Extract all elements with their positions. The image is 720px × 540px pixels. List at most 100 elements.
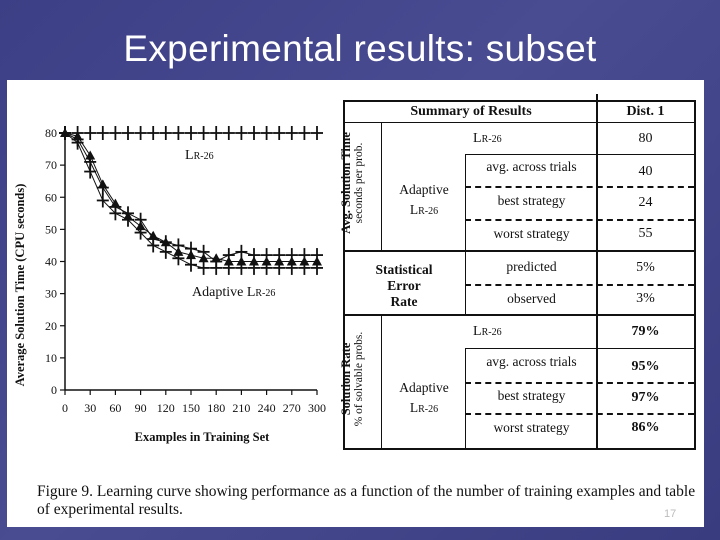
data-point-plus bbox=[311, 260, 323, 275]
data-point-plus bbox=[134, 126, 147, 140]
data-point-plus bbox=[109, 206, 122, 221]
data-point-plus bbox=[71, 135, 84, 150]
y-tick-label: 0 bbox=[51, 383, 57, 397]
data-point-plus bbox=[260, 260, 273, 275]
section-label-avg-time: Avg. Solution Time seconds per prob. bbox=[339, 132, 365, 234]
x-tick-label: 150 bbox=[182, 401, 200, 415]
y-tick-label: 60 bbox=[45, 190, 57, 204]
data-point-plus bbox=[197, 244, 210, 259]
data-point-plus bbox=[311, 126, 323, 140]
data-point-plus bbox=[134, 212, 147, 227]
table-rule bbox=[465, 154, 466, 250]
table-rule bbox=[381, 314, 382, 448]
value-predicted: 5% bbox=[636, 260, 655, 275]
data-point-plus bbox=[185, 241, 197, 256]
value-avg-lr26: 80 bbox=[638, 131, 653, 146]
data-point-plus bbox=[109, 126, 122, 140]
data-point-plus bbox=[210, 126, 223, 140]
data-point-plus bbox=[248, 126, 260, 140]
data-point-plus bbox=[159, 126, 172, 140]
group-label-adaptive-rate: Adaptive LR-26 bbox=[399, 380, 449, 415]
data-point-plus bbox=[185, 126, 197, 140]
page-number: 17 bbox=[664, 508, 677, 520]
row-label-avg-trials-rate: avg. across trials bbox=[486, 354, 577, 369]
table-rule bbox=[345, 250, 694, 252]
row-label-predicted: predicted bbox=[506, 259, 557, 274]
value-worst: 55 bbox=[638, 226, 653, 241]
x-tick-label: 300 bbox=[308, 401, 326, 415]
data-point-plus bbox=[260, 248, 273, 263]
row-label-lr26-rate: LR-26 bbox=[473, 324, 502, 339]
data-point-plus bbox=[248, 248, 260, 263]
table-rule bbox=[465, 284, 694, 286]
data-point-plus bbox=[147, 238, 160, 253]
table-rule bbox=[465, 382, 694, 384]
data-point-plus bbox=[96, 180, 109, 195]
data-point-plus bbox=[210, 260, 223, 275]
value-best: 24 bbox=[638, 195, 653, 210]
table-rule bbox=[345, 122, 694, 123]
table-rule bbox=[465, 348, 466, 448]
value-rate-lr26: 79% bbox=[631, 324, 660, 339]
data-point-plus bbox=[260, 126, 273, 140]
group-label-adaptive: Adaptive LR-26 bbox=[399, 182, 449, 217]
learning-curve-chart: 0 10 20 30 40 50 60 70 80 0 30 60 90 120 150 180 210 240 2… bbox=[13, 126, 326, 444]
table-rule bbox=[381, 122, 382, 250]
table-rule bbox=[465, 413, 694, 415]
figure-caption: Figure 9. Learning curve showing perform… bbox=[37, 483, 696, 518]
y-tick-label: 50 bbox=[45, 222, 57, 236]
data-point-plus bbox=[159, 244, 172, 259]
data-point-plus bbox=[172, 251, 185, 266]
table-rule bbox=[465, 348, 694, 349]
data-point-plus bbox=[285, 126, 298, 140]
data-point-plus bbox=[298, 126, 311, 140]
data-point-plus bbox=[273, 126, 286, 140]
results-table: Summary of Results Dist. 1 Avg. Solution… bbox=[339, 94, 696, 450]
series-2 bbox=[59, 126, 323, 269]
y-tick-label: 10 bbox=[45, 351, 57, 365]
data-point-plus bbox=[84, 126, 97, 140]
chart-series bbox=[59, 126, 323, 275]
value-observed: 3% bbox=[636, 291, 655, 306]
data-point-plus bbox=[285, 260, 298, 275]
data-point-plus bbox=[222, 248, 235, 263]
x-axis-label: Examples in Training Set bbox=[135, 430, 270, 444]
section-label-error-rate: Statistical Error Rate bbox=[375, 262, 433, 309]
data-point-plus bbox=[122, 212, 134, 227]
y-tick-label: 40 bbox=[45, 255, 57, 269]
data-point-plus bbox=[172, 126, 185, 140]
data-point-plus bbox=[273, 248, 286, 263]
data-point-plus bbox=[298, 260, 311, 275]
table-rule bbox=[465, 219, 694, 221]
row-label-worst: worst strategy bbox=[493, 226, 570, 241]
table-rule bbox=[465, 154, 694, 155]
row-label-lr26: LR-26 bbox=[473, 131, 502, 146]
data-point-plus bbox=[311, 248, 323, 263]
row-label-observed: observed bbox=[507, 291, 556, 306]
data-point-plus bbox=[122, 126, 134, 140]
data-point-plus bbox=[285, 248, 298, 263]
data-point-plus bbox=[134, 225, 147, 240]
data-point-plus bbox=[248, 260, 260, 275]
section-label-solution-rate: Solution Rate % of solvable probs. bbox=[339, 331, 365, 427]
x-tick-label: 90 bbox=[135, 401, 147, 415]
table-rule bbox=[345, 314, 694, 316]
value-rate-avg: 95% bbox=[631, 359, 660, 374]
data-point-plus bbox=[172, 238, 185, 253]
data-point-plus bbox=[235, 260, 248, 275]
series-0 bbox=[59, 126, 323, 140]
data-point-plus bbox=[235, 244, 248, 259]
data-point-plus bbox=[273, 260, 286, 275]
data-point-plus bbox=[197, 126, 210, 140]
row-label-best: best strategy bbox=[497, 193, 566, 208]
annotation-adaptive-lr26: Adaptive LR-26 bbox=[192, 285, 275, 300]
table-column-header: Dist. 1 bbox=[626, 104, 665, 119]
data-point-plus bbox=[96, 193, 109, 208]
data-point-plus bbox=[59, 126, 71, 140]
y-tick-label: 80 bbox=[45, 126, 57, 140]
series-3 bbox=[59, 126, 323, 275]
data-point-plus bbox=[96, 126, 109, 140]
slide-title: Experimental results: subset bbox=[123, 28, 597, 69]
x-tick-label: 240 bbox=[258, 401, 276, 415]
x-tick-label: 30 bbox=[84, 401, 96, 415]
